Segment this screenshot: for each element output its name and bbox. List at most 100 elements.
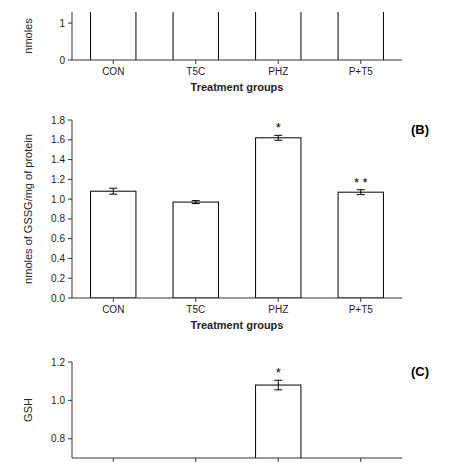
bar — [256, 385, 301, 458]
y-axis — [72, 362, 73, 458]
y-tick-label: 0.8 — [51, 213, 65, 224]
bar — [173, 202, 218, 298]
y-tick-label: 1.0 — [51, 194, 65, 205]
x-tick — [360, 298, 361, 302]
x-tick — [195, 458, 196, 462]
bar — [256, 138, 301, 298]
bar-outline — [135, 12, 136, 60]
error-cap — [192, 200, 200, 201]
y-tick — [68, 199, 72, 200]
x-tick-label: PHZ — [268, 66, 288, 77]
x-tick — [113, 298, 114, 302]
error-bar — [274, 135, 282, 140]
panel-label: (B) — [411, 122, 429, 137]
y-tick-label: 0.2 — [51, 273, 65, 284]
y-tick — [68, 438, 72, 439]
y-tick-guide — [72, 60, 402, 61]
x-tick-label: P+T5 — [349, 304, 374, 315]
error-line — [360, 190, 361, 195]
x-tick-label: CON — [102, 304, 124, 315]
x-tick — [278, 458, 279, 462]
x-axis — [72, 458, 402, 459]
error-bar — [274, 380, 282, 390]
x-axis-label: Treatment groups — [191, 81, 284, 93]
y-tick-guide — [72, 438, 402, 439]
x-axis — [72, 60, 402, 61]
error-cap — [274, 140, 282, 141]
y-tick-guide — [72, 179, 402, 180]
y-tick-guide — [72, 120, 402, 121]
y-tick — [68, 298, 72, 299]
annotation: * * — [354, 175, 368, 190]
y-tick-label: 1.6 — [51, 134, 65, 145]
x-tick — [360, 458, 361, 462]
y-tick-label: 0.0 — [51, 293, 65, 304]
panel: 0.0 0.2 0.4 0.6 0.8 1.0 1.2 1.4 1.6 1.8 * * * CON T5C… — [22, 115, 429, 332]
error-cap — [109, 188, 117, 189]
error-cap — [109, 194, 117, 195]
x-tick — [195, 60, 196, 64]
y-tick-label: 1.8 — [51, 115, 65, 126]
y-tick — [68, 218, 72, 219]
y-tick-guide — [72, 23, 402, 24]
panel: 01CONT5CPHZP+T5nmolesTreatment groups — [22, 12, 402, 93]
error-line — [278, 380, 279, 390]
y-axis-label: nmoles — [22, 18, 34, 54]
y-tick — [68, 258, 72, 259]
panel: 0.8 1.0 1.2 * GSH (C) — [22, 357, 429, 474]
bar-outline — [255, 12, 256, 60]
panel-label: (C) — [411, 364, 429, 379]
y-tick-label: 0.6 — [51, 233, 65, 244]
background — [0, 0, 474, 474]
y-tick — [68, 23, 72, 24]
y-tick-guide — [72, 298, 402, 299]
bar-outline — [338, 12, 339, 60]
y-tick-label: 1.4 — [51, 154, 65, 165]
x-tick — [113, 60, 114, 64]
y-tick-guide — [72, 400, 402, 401]
x-tick — [278, 60, 279, 64]
y-axis-label: nmoles of GSSG/mg of protein — [22, 134, 34, 284]
y-tick-label: 0 — [59, 55, 65, 66]
x-tick — [278, 298, 279, 302]
x-tick-label: T5C — [186, 304, 205, 315]
y-tick — [68, 362, 72, 363]
bar — [338, 192, 383, 298]
bar-outline — [173, 12, 174, 60]
plot-area — [91, 12, 384, 60]
x-axis-label: Treatment groups — [191, 319, 284, 331]
y-axis-label: GSH — [22, 398, 34, 422]
y-tick — [68, 159, 72, 160]
x-tick — [360, 60, 361, 64]
plot-area — [256, 380, 301, 458]
y-tick-guide — [72, 139, 402, 140]
y-axis — [72, 12, 73, 60]
error-bar — [192, 201, 200, 204]
bar-outline — [218, 12, 219, 60]
x-tick — [195, 298, 196, 302]
x-tick-label: PHZ — [268, 304, 288, 315]
error-cap — [192, 203, 200, 204]
x-tick-label: CON — [102, 66, 124, 77]
y-tick-label: 0.4 — [51, 253, 65, 264]
error-line — [113, 188, 114, 194]
annotation: * — [276, 365, 281, 380]
y-tick — [68, 400, 72, 401]
y-tick — [68, 278, 72, 279]
y-tick — [68, 60, 72, 61]
figure: 01CONT5CPHZP+T5nmolesTreatment groups0.0… — [0, 0, 474, 474]
bar — [91, 191, 136, 298]
y-tick — [68, 179, 72, 180]
y-tick-label: 1.2 — [51, 357, 65, 368]
y-tick-guide — [72, 362, 402, 363]
y-tick-label: 1.0 — [51, 395, 65, 406]
x-tick-label: T5C — [186, 66, 205, 77]
y-tick-label: 0.8 — [51, 433, 65, 444]
y-axis — [72, 120, 73, 298]
y-tick — [68, 120, 72, 121]
x-axis — [72, 298, 402, 299]
y-tick-label: 1.2 — [51, 174, 65, 185]
annotation: * — [276, 120, 281, 135]
error-bar — [357, 190, 365, 195]
error-line — [278, 135, 279, 140]
